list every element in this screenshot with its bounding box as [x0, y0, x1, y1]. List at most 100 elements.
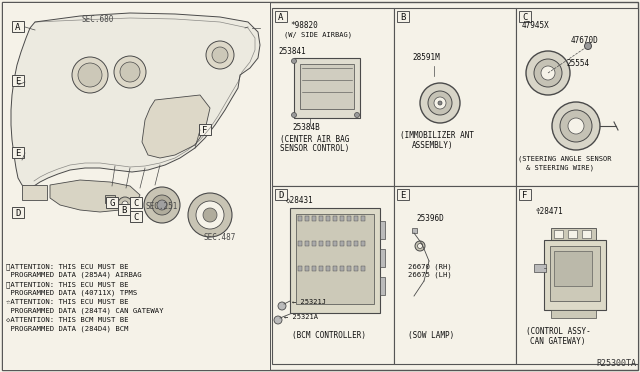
Bar	[272, 8, 394, 186]
Bar	[298, 241, 302, 246]
Bar	[340, 216, 344, 221]
Bar	[550, 246, 600, 301]
Bar	[554, 230, 563, 238]
Bar	[12, 147, 24, 158]
Bar	[412, 228, 417, 233]
Bar	[106, 197, 118, 208]
Bar	[298, 216, 302, 221]
Text: ← 25321A: ← 25321A	[284, 314, 318, 320]
Circle shape	[291, 58, 296, 64]
Bar	[544, 240, 606, 310]
Text: (BCM CONTROLLER): (BCM CONTROLLER)	[292, 331, 366, 340]
Bar	[298, 266, 302, 271]
Text: D: D	[15, 209, 20, 218]
Bar	[361, 266, 365, 271]
Bar	[340, 241, 344, 246]
Bar	[551, 310, 596, 318]
Polygon shape	[142, 95, 210, 158]
Bar	[130, 211, 142, 222]
Polygon shape	[11, 13, 260, 188]
Circle shape	[118, 197, 132, 211]
Circle shape	[552, 102, 600, 150]
Text: CAN GATEWAY): CAN GATEWAY)	[530, 337, 586, 346]
Text: F: F	[522, 190, 528, 199]
Polygon shape	[294, 58, 360, 118]
Circle shape	[157, 200, 167, 210]
Bar	[118, 204, 130, 215]
Bar	[516, 186, 638, 364]
Text: C: C	[133, 199, 139, 208]
Text: SEC.680: SEC.680	[82, 15, 115, 24]
Bar	[519, 11, 531, 22]
Text: (SOW LAMP): (SOW LAMP)	[408, 331, 454, 340]
Bar	[312, 266, 316, 271]
Circle shape	[114, 56, 146, 88]
Circle shape	[196, 201, 224, 229]
Circle shape	[526, 51, 570, 95]
Text: *98820: *98820	[290, 21, 317, 30]
Bar	[333, 241, 337, 246]
Bar	[275, 11, 287, 22]
Bar	[394, 186, 516, 364]
Text: (CONTROL ASSY-: (CONTROL ASSY-	[526, 327, 591, 336]
Text: ☆ATTENTION: THIS ECU MUST BE: ☆ATTENTION: THIS ECU MUST BE	[6, 299, 129, 305]
Text: (CENTER AIR BAG: (CENTER AIR BAG	[280, 135, 349, 144]
Circle shape	[206, 41, 234, 69]
Circle shape	[122, 201, 128, 207]
Circle shape	[428, 91, 452, 115]
Bar	[361, 241, 365, 246]
Text: ※ATTENTION: THIS ECU MUST BE: ※ATTENTION: THIS ECU MUST BE	[6, 263, 129, 270]
Text: PROGRAMMED DATA (40711X) TPMS: PROGRAMMED DATA (40711X) TPMS	[6, 290, 137, 296]
Text: 47945X: 47945X	[522, 21, 550, 30]
Text: PROGRAMMED DATA (284D4) BCM: PROGRAMMED DATA (284D4) BCM	[6, 326, 129, 333]
Text: (IMMOBILIZER ANT: (IMMOBILIZER ANT	[400, 131, 474, 140]
Text: B: B	[122, 206, 127, 215]
Text: B: B	[400, 13, 406, 22]
Circle shape	[120, 62, 140, 82]
Bar	[319, 266, 323, 271]
Text: (W/ SIDE AIRBAG): (W/ SIDE AIRBAG)	[284, 31, 352, 38]
Circle shape	[291, 112, 296, 118]
Circle shape	[144, 187, 180, 223]
Text: 25384B: 25384B	[292, 123, 320, 132]
Bar	[354, 241, 358, 246]
Circle shape	[152, 195, 172, 215]
Circle shape	[278, 302, 286, 310]
Text: 253841: 253841	[278, 47, 306, 56]
Circle shape	[212, 47, 228, 63]
Circle shape	[534, 59, 562, 87]
Text: C: C	[133, 213, 139, 222]
Bar	[22, 185, 47, 200]
Bar	[12, 75, 24, 86]
Bar	[333, 216, 337, 221]
Bar	[326, 216, 330, 221]
Bar	[105, 195, 115, 203]
Circle shape	[274, 316, 282, 324]
Bar	[326, 266, 330, 271]
Bar	[312, 216, 316, 221]
Bar	[305, 266, 309, 271]
Circle shape	[203, 208, 217, 222]
Bar	[2, 2, 270, 370]
Text: 26675 (LH): 26675 (LH)	[408, 272, 452, 279]
Circle shape	[355, 112, 360, 118]
Bar	[300, 64, 354, 109]
Text: D: D	[278, 190, 284, 199]
Bar	[12, 207, 24, 218]
Text: 26670 (RH): 26670 (RH)	[408, 263, 452, 269]
Bar	[340, 266, 344, 271]
Circle shape	[541, 66, 555, 80]
Bar	[347, 241, 351, 246]
Bar	[347, 216, 351, 221]
Circle shape	[78, 63, 102, 87]
Circle shape	[568, 118, 584, 134]
Text: SEC.251: SEC.251	[145, 202, 177, 211]
Text: G: G	[109, 199, 115, 208]
Text: & STEERING WIRE): & STEERING WIRE)	[526, 164, 594, 170]
Text: F: F	[202, 126, 208, 135]
Bar	[534, 264, 546, 272]
Bar	[354, 266, 358, 271]
Bar	[380, 249, 385, 267]
Bar	[312, 241, 316, 246]
Bar	[290, 208, 380, 313]
